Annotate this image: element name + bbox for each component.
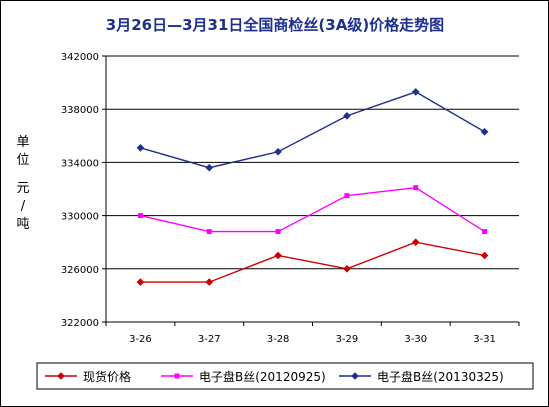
y-axis-label-char: 元 [16,181,30,196]
x-tick-label: 3-31 [473,334,496,345]
x-tick-label: 3-28 [267,334,290,345]
x-tick-label: 3-27 [198,334,221,345]
series-2-point [137,213,143,219]
series-3-point [274,147,282,156]
y-tick-label: 322000 [61,318,99,329]
legend-marker [57,372,65,380]
series-3-point [136,143,145,152]
legend-label: 电子盘B丝(20120925) [199,369,326,384]
series-2-point [344,193,350,199]
x-tick-label: 3-26 [129,334,152,345]
legend-marker [351,372,359,380]
legend-box [36,362,534,390]
y-tick-label: 330000 [61,212,99,223]
y-axis-label-char: 吨 [16,217,30,232]
y-axis-label-char: / [20,199,26,214]
series-1-point [343,265,351,273]
series-3-line [140,91,485,169]
y-tick-label: 326000 [61,265,99,276]
series-1-point [274,251,282,260]
series-2-point [482,229,488,235]
x-tick-label: 3-30 [404,334,427,345]
series-1-point [205,278,214,286]
legend-label: 电子盘B丝(20130325) [377,369,504,384]
series-2-point [206,229,212,235]
series-1-point [411,238,420,246]
series-2-point [413,185,419,191]
chart-title: 3月26日—3月31日全国商检丝(3A级)价格走势图 [106,16,444,34]
series-2-point [275,229,281,235]
series-3-point [411,88,420,96]
series-1-point [480,251,489,260]
series-3-point [343,112,351,120]
y-tick-label: 338000 [61,105,99,116]
series-1-point [136,278,145,286]
y-axis-label-char: 位 [16,153,30,168]
series-1-line [140,241,485,283]
legend-marker [174,373,180,379]
series-2-line [140,186,485,233]
x-tick-label: 3-29 [336,334,359,345]
series-3-point [480,128,489,136]
y-axis-label-char: 单 [16,135,30,150]
series-3-point [205,163,214,172]
y-tick-label: 334000 [61,158,99,169]
legend-label: 现货价格 [83,369,131,384]
y-tick-label: 342000 [61,52,99,63]
